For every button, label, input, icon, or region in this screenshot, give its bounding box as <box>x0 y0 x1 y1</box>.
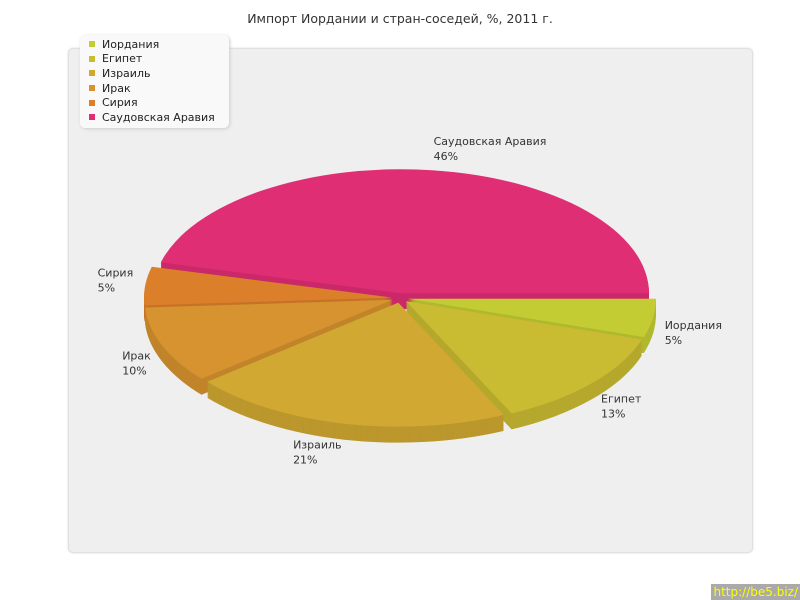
legend-label: Израиль <box>102 66 151 80</box>
watermark-link[interactable]: http://be5.biz/ <box>711 584 800 600</box>
legend-label: Сирия <box>102 96 138 110</box>
pie-slice[interactable] <box>145 299 393 395</box>
legend-swatch <box>89 85 95 92</box>
data-label-category: Сирия <box>98 266 134 279</box>
data-label-category: Саудовская Аравия <box>434 135 547 148</box>
pie-slice-top <box>145 299 393 379</box>
legend-label: Ирак <box>102 81 131 95</box>
data-label-value: 5% <box>665 334 682 347</box>
data-label-category: Израиль <box>293 438 341 451</box>
legend-swatch <box>89 41 95 48</box>
pie-slice-top <box>144 266 393 306</box>
data-label-value: 21% <box>293 453 317 466</box>
legend-label: Иордания <box>102 37 160 51</box>
chart-title: Импорт Иордании и стран-соседей, %, 2011… <box>247 11 553 26</box>
pie-slice[interactable] <box>207 302 504 443</box>
data-label-category: Иордания <box>665 319 722 332</box>
legend-item[interactable]: Ирак <box>80 81 229 96</box>
legend-label: Саудовская Аравия <box>102 110 215 124</box>
legend-swatch <box>89 70 95 77</box>
legend-item[interactable]: Израиль <box>80 66 229 81</box>
pie-slice[interactable] <box>160 169 650 310</box>
pie-slice-top <box>160 169 650 294</box>
data-label-value: 10% <box>122 365 146 378</box>
legend-item[interactable]: Сирия <box>80 95 229 110</box>
data-label-value: 5% <box>98 281 115 294</box>
legend-item[interactable]: Египет <box>80 52 229 67</box>
data-label-value: 46% <box>434 150 458 163</box>
legend: Иордания Египет Израиль Ирак Сирия Саудовская… <box>80 35 229 128</box>
legend-item[interactable]: Иордания <box>80 37 229 52</box>
legend-item[interactable]: Саудовская Аравия <box>80 110 229 125</box>
legend-swatch <box>89 99 95 106</box>
pie-slice-top <box>207 302 504 427</box>
legend-label: Египет <box>102 52 143 66</box>
data-label-category: Египет <box>601 393 642 406</box>
legend-swatch <box>89 114 95 121</box>
legend-swatch <box>89 55 95 62</box>
data-label-value: 13% <box>601 408 625 421</box>
pie-slice-top <box>406 301 642 414</box>
pie-slice[interactable] <box>406 301 642 430</box>
pie-slice-top <box>407 298 656 338</box>
data-label-category: Ирак <box>122 350 151 363</box>
